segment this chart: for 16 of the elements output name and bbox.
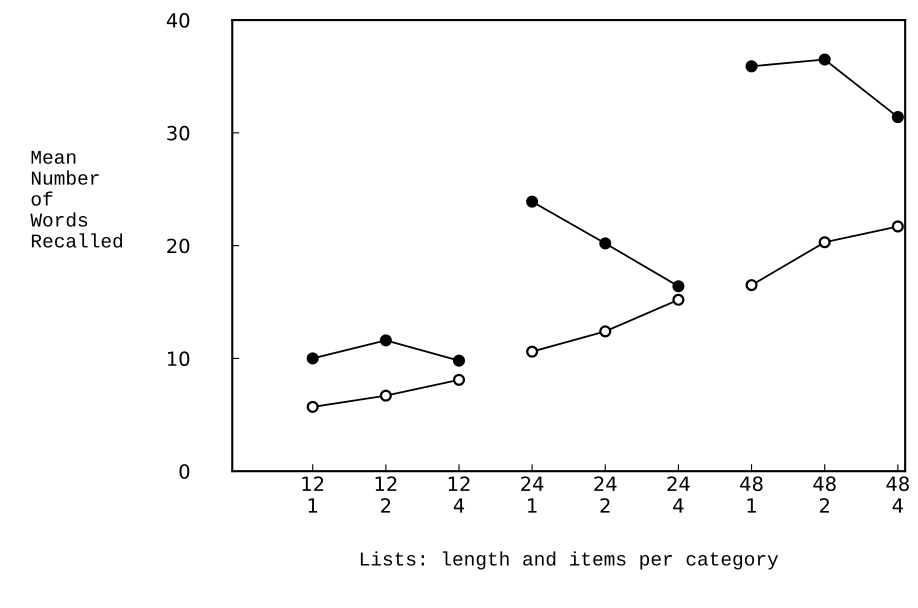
x-tick-label: 48 4 — [886, 476, 909, 513]
y-tick-label: 30 — [167, 126, 190, 141]
x-tick-label: 12 4 — [448, 476, 470, 513]
x-tick-label: 24 2 — [594, 476, 617, 513]
x-tick-label: 12 1 — [302, 476, 324, 513]
x-tick-label: 24 1 — [521, 476, 544, 513]
y-tick-label: 20 — [167, 238, 190, 254]
y-tick-label: 10 — [168, 351, 190, 366]
y-axis-title: Mean Number of Words Recalled — [30, 150, 122, 248]
y-tick-label: 0 — [180, 464, 190, 479]
x-tick-label: 48 1 — [740, 476, 763, 513]
x-tick-label: 24 4 — [667, 476, 690, 513]
x-tick-label: 12 2 — [376, 476, 396, 513]
x-axis-title: Lists: length and items per category — [360, 551, 778, 570]
x-tick-label: 48 2 — [813, 476, 836, 513]
y-tick-label: 40 — [166, 13, 190, 28]
